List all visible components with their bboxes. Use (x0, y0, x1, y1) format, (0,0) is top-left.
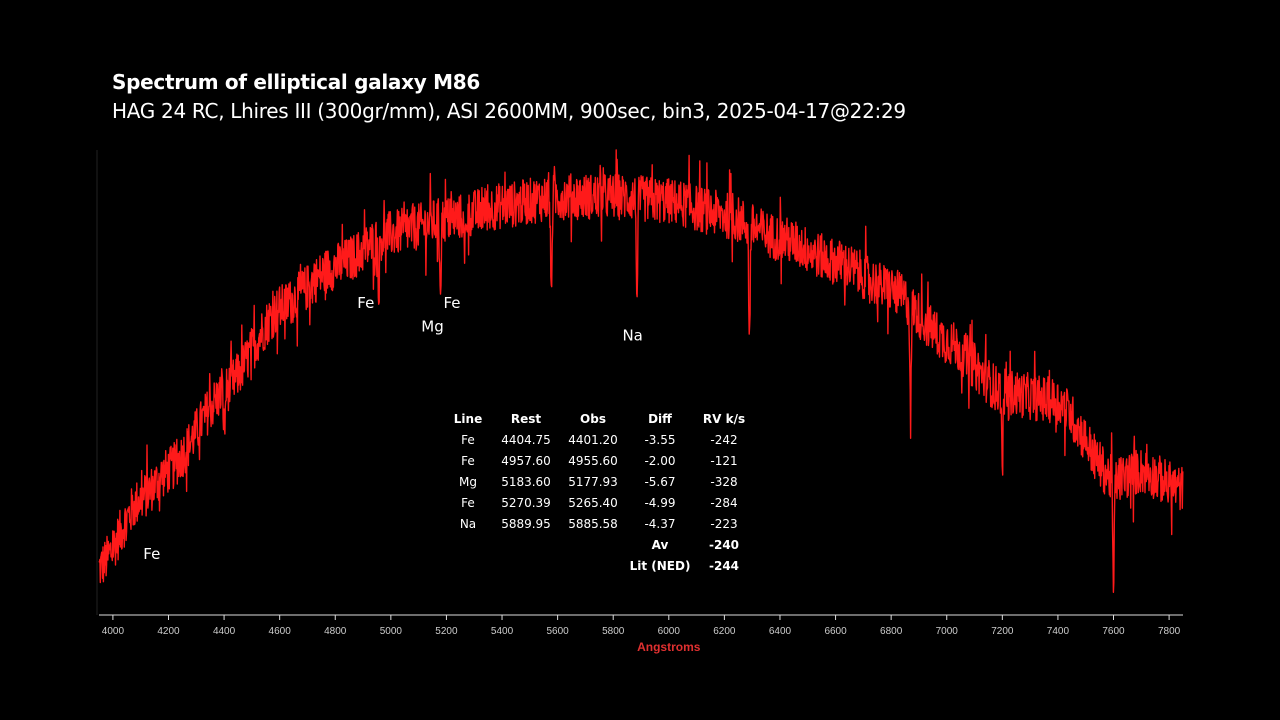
table-row: Fe 4957.60 4955.60 -2.00 -121 (446, 450, 752, 471)
table-cell: Na (459, 516, 477, 531)
table-row: Na 5889.95 5885.58 -4.37 -223 (446, 513, 752, 534)
table-cell: 5889.95 (501, 516, 551, 531)
table-cell: -328 (710, 474, 738, 489)
table-cell: -4.99 (644, 495, 676, 510)
x-tick-label: 4400 (213, 626, 236, 637)
table-cell: Mg (459, 474, 477, 489)
table-cell: -2.00 (644, 453, 676, 468)
chart-title: Spectrum of elliptical galaxy M86 (112, 70, 480, 94)
x-axis-label: Angstroms (637, 640, 701, 654)
chart-subtitle: HAG 24 RC, Lhires III (300gr/mm), ASI 26… (112, 99, 906, 123)
x-tick-label: 6800 (880, 626, 903, 637)
table-cell: 5183.60 (501, 474, 551, 489)
col-header-diff: Diff (648, 411, 672, 426)
x-tick-label: 6600 (824, 626, 847, 637)
table-row: Av -240 (446, 534, 752, 555)
x-tick-label: 4200 (157, 626, 180, 637)
x-tick-label: 5000 (380, 626, 403, 637)
x-tick-label: 6000 (658, 626, 681, 637)
table-cell (446, 534, 490, 555)
table-cell: -223 (710, 516, 738, 531)
col-header-rest: Rest (510, 411, 542, 426)
table-cell: 5177.93 (568, 474, 618, 489)
col-header-obs: Obs (580, 411, 606, 426)
x-tick-label: 6200 (713, 626, 736, 637)
radial-velocity-table: Line Rest Obs Diff RV k/s Fe 4404.75 4401.… (446, 408, 752, 576)
table-row: Mg 5183.60 5177.93 -5.67 -328 (446, 471, 752, 492)
x-tick-label: 5400 (491, 626, 514, 637)
table-cell: -284 (710, 495, 738, 510)
table-cell (490, 534, 562, 555)
x-tick-label: 4000 (102, 626, 125, 637)
table-cell: -4.37 (644, 516, 676, 531)
spectrum-line (98, 149, 1184, 593)
x-tick-label: 5800 (602, 626, 625, 637)
x-tick-label: 4800 (324, 626, 347, 637)
table-cell: Fe (461, 453, 475, 468)
line-annotation: Mg (421, 317, 443, 335)
table-cell (562, 555, 624, 576)
x-tick-label: 5200 (435, 626, 458, 637)
table-cell: Av (651, 537, 669, 552)
table-header-row: Line Rest Obs Diff RV k/s (446, 408, 752, 429)
table-cell: -242 (710, 432, 738, 447)
x-tick-label: 7400 (1047, 626, 1070, 637)
x-tick-label: 4600 (269, 626, 292, 637)
table-cell: 4955.60 (568, 453, 618, 468)
x-tick-label: 7200 (991, 626, 1014, 637)
table-cell: Fe (461, 495, 475, 510)
x-tick-label: 7600 (1102, 626, 1125, 637)
table-cell (562, 534, 624, 555)
table-cell: 5270.39 (501, 495, 551, 510)
table-cell (490, 555, 562, 576)
x-tick-label: 5600 (546, 626, 569, 637)
table-cell: -240 (708, 537, 740, 552)
col-header-line: Line (453, 411, 483, 426)
table-cell: -121 (710, 453, 738, 468)
table-cell: Fe (461, 432, 475, 447)
table-cell: -5.67 (644, 474, 676, 489)
col-header-rv: RV k/s (702, 411, 746, 426)
line-annotation: Fe (143, 545, 160, 563)
line-annotation: Na (622, 327, 642, 345)
x-tick-label: 7800 (1158, 626, 1181, 637)
table-cell: -3.55 (644, 432, 676, 447)
table-row: Lit (NED) -244 (446, 555, 752, 576)
table-cell: Lit (NED) (629, 558, 691, 573)
table-row: Fe 4404.75 4401.20 -3.55 -242 (446, 429, 752, 450)
table-cell: -244 (708, 558, 740, 573)
x-tick-label: 6400 (769, 626, 792, 637)
line-annotation: Fe (357, 294, 374, 312)
table-cell: 5265.40 (568, 495, 618, 510)
line-annotation: Fe (443, 294, 460, 312)
table-cell: 4401.20 (568, 432, 618, 447)
table-row: Fe 5270.39 5265.40 -4.99 -284 (446, 492, 752, 513)
table-cell: 4957.60 (501, 453, 551, 468)
table-cell: 5885.58 (568, 516, 618, 531)
table-cell (446, 555, 490, 576)
x-tick-label: 7000 (936, 626, 959, 637)
table-cell: 4404.75 (501, 432, 551, 447)
